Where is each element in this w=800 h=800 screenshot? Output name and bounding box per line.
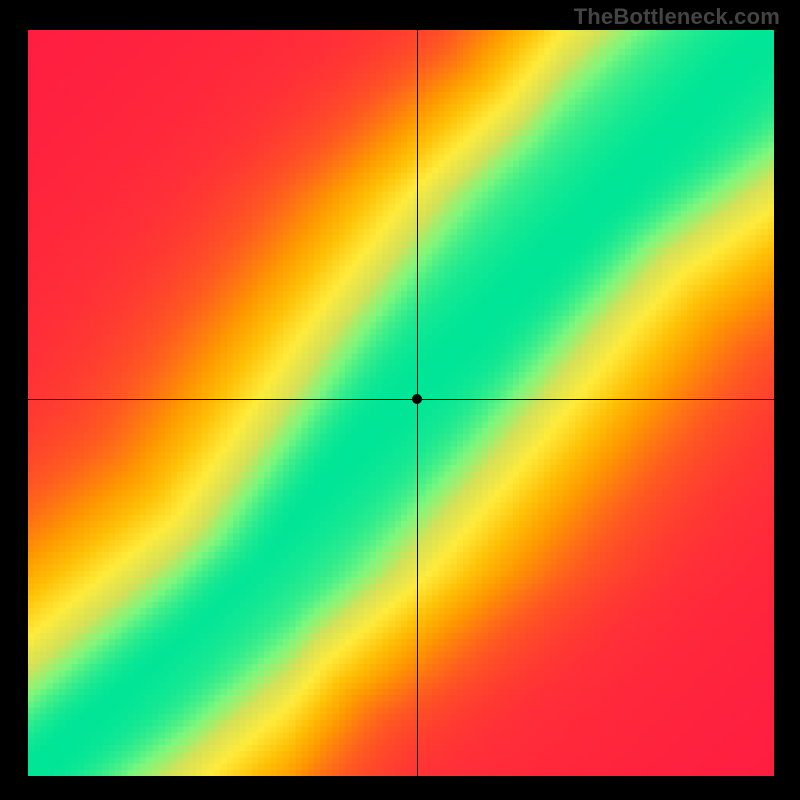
crosshair-horizontal bbox=[28, 399, 774, 400]
plot-area bbox=[28, 30, 774, 776]
heatmap-canvas bbox=[28, 30, 774, 776]
watermark-text: TheBottleneck.com bbox=[574, 4, 780, 30]
crosshair-dot bbox=[412, 394, 422, 404]
figure-outer: TheBottleneck.com bbox=[0, 0, 800, 800]
